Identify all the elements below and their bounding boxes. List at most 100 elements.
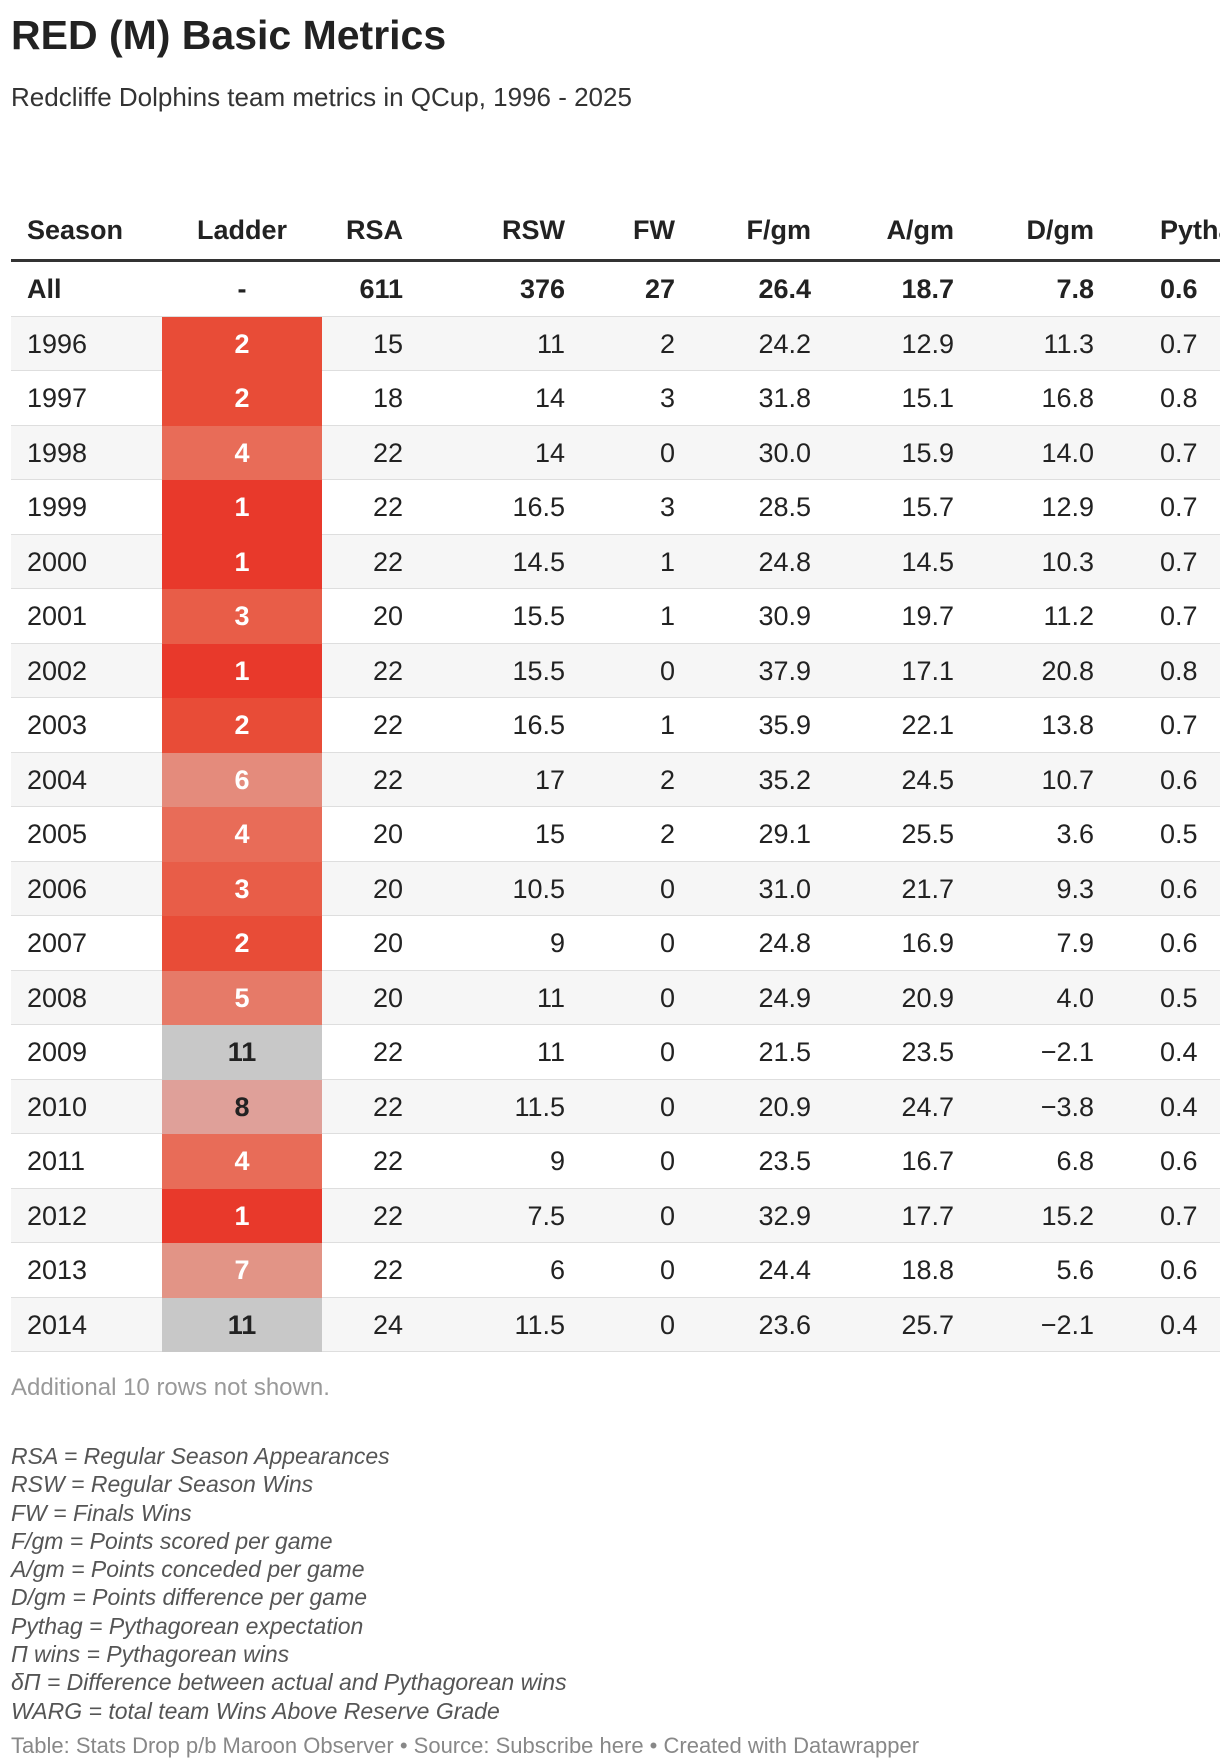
table-cell: 30.9 <box>758 601 811 631</box>
table-cell: 24.5 <box>901 764 954 795</box>
table-cell: 1 <box>234 655 250 686</box>
table-cell: 1 <box>659 601 675 631</box>
table-cell: 20.8 <box>1041 655 1094 686</box>
table-cell: 19.7 <box>901 601 954 631</box>
ladder-cell <box>162 1134 322 1189</box>
column-header: FW <box>633 215 675 245</box>
table-cell: 18 <box>372 383 403 413</box>
ladder-cell <box>162 698 322 753</box>
column-header: F/gm <box>746 215 812 245</box>
ladder-cell <box>162 1188 322 1243</box>
table-cell: 31.8 <box>758 383 811 413</box>
table-cell: 1 <box>659 710 675 740</box>
ladder-cell <box>162 534 322 589</box>
table-cell: 0 <box>659 873 675 904</box>
table-cell: 9.3 <box>1056 873 1094 904</box>
footnote: Additional 10 rows not shown. <box>11 1374 330 1401</box>
table-cell: 24.4 <box>758 1255 811 1285</box>
table-cell: 17.7 <box>901 1200 954 1231</box>
table-cell: 2010 <box>27 1091 88 1122</box>
table-cell: 15.7 <box>901 492 954 522</box>
note-line: RSA = Regular Season Appearances <box>11 1443 390 1469</box>
table-cell: 0.4 <box>1160 1091 1198 1122</box>
table-cell: 20 <box>372 873 403 904</box>
ladder-cell <box>162 1243 322 1298</box>
table-cell: 20.9 <box>758 1091 811 1122</box>
table-cell: 25.5 <box>901 819 954 849</box>
table-cell: 14.0 <box>1041 437 1094 468</box>
footer: Table: Stats Drop p/b Maroon Observer • … <box>11 1733 920 1758</box>
table-cell: 11.5 <box>514 1091 565 1122</box>
table-cell: 11.2 <box>1043 601 1094 631</box>
title: RED (M) Basic Metrics <box>11 12 447 58</box>
table-cell: 2014 <box>27 1309 88 1340</box>
table-cell: 2013 <box>27 1255 88 1285</box>
table-cell: 21.5 <box>758 1037 811 1067</box>
table-cell: 376 <box>519 274 565 304</box>
table-cell: 7.9 <box>1056 928 1094 958</box>
table-cell: 15.5 <box>512 655 565 686</box>
table-cell: 17 <box>534 764 565 795</box>
table-cell: - <box>237 274 247 304</box>
note-line: δΠ = Difference between actual and Pytha… <box>11 1669 567 1696</box>
table-cell: 10.3 <box>1041 546 1094 577</box>
table-cell: 24.8 <box>758 928 811 958</box>
note-line: F/gm = Points scored per game <box>11 1527 333 1554</box>
table-cell: 24 <box>372 1309 403 1340</box>
table-cell: 2 <box>234 328 250 359</box>
note-line: Pythag = Pythagorean expectation <box>11 1612 364 1639</box>
ladder-cell <box>162 1025 322 1080</box>
table-cell: 24.8 <box>758 546 811 577</box>
column-header: Ladder <box>196 215 288 245</box>
table-cell: 18.8 <box>901 1255 954 1285</box>
table-cell: 22 <box>372 1200 403 1231</box>
table-cell: 0.6 <box>1160 928 1198 958</box>
table-cell: 611 <box>359 274 403 304</box>
table-cell: 22 <box>372 1146 403 1176</box>
table-cell: 6 <box>549 1255 565 1285</box>
table-cell: 6 <box>234 764 250 795</box>
table-cell: 15.9 <box>901 437 954 468</box>
ladder-cell <box>162 316 322 371</box>
table-cell: 1 <box>234 492 250 522</box>
note-line: RSW = Regular Season Wins <box>11 1471 314 1498</box>
table-cell: 14.5 <box>901 546 954 577</box>
table-cell: 8 <box>234 1091 250 1122</box>
table-cell: 2003 <box>27 710 88 740</box>
table-cell: 30.0 <box>758 437 811 468</box>
table-cell: 0 <box>659 655 675 686</box>
table-cell: 0.5 <box>1160 819 1198 849</box>
table-cell: 7.8 <box>1056 274 1094 304</box>
table-cell: 0.6 <box>1160 764 1198 795</box>
table-cell: 0.8 <box>1160 655 1198 686</box>
table-cell: 15.2 <box>1041 1200 1094 1231</box>
header-rule <box>11 259 1220 262</box>
table-cell: 11 <box>227 1037 257 1067</box>
table-cell: 6.8 <box>1056 1146 1094 1176</box>
note-line: A/gm = Points conceded per game <box>11 1556 365 1583</box>
row-background <box>11 262 1220 317</box>
ladder-cell <box>162 1079 322 1134</box>
table-cell: 22 <box>372 1091 403 1122</box>
table-cell: 20 <box>372 982 403 1013</box>
note-line: FW = Finals Wins <box>11 1499 192 1526</box>
table-cell: 1998 <box>27 437 88 468</box>
table-cell: 2011 <box>27 1146 86 1176</box>
table-cell: 15 <box>372 328 403 359</box>
table-cell: 22 <box>372 1037 403 1067</box>
ladder-cell <box>162 807 322 862</box>
table-cell: 2000 <box>27 546 88 577</box>
table-cell: 14 <box>534 383 565 413</box>
table-cell: 0 <box>659 928 675 958</box>
table-cell: 0.7 <box>1160 1200 1198 1231</box>
table-cell: 23.5 <box>758 1146 811 1176</box>
column-header: D/gm <box>1026 215 1095 245</box>
table-cell: All <box>27 274 62 304</box>
column-header: A/gm <box>886 215 955 245</box>
table-cell: −2.1 <box>1040 1309 1094 1340</box>
table-cell: 2007 <box>27 928 88 958</box>
table-cell: 5.6 <box>1056 1255 1094 1285</box>
table-cell: 11 <box>536 328 565 359</box>
table-cell: 2 <box>234 710 250 740</box>
